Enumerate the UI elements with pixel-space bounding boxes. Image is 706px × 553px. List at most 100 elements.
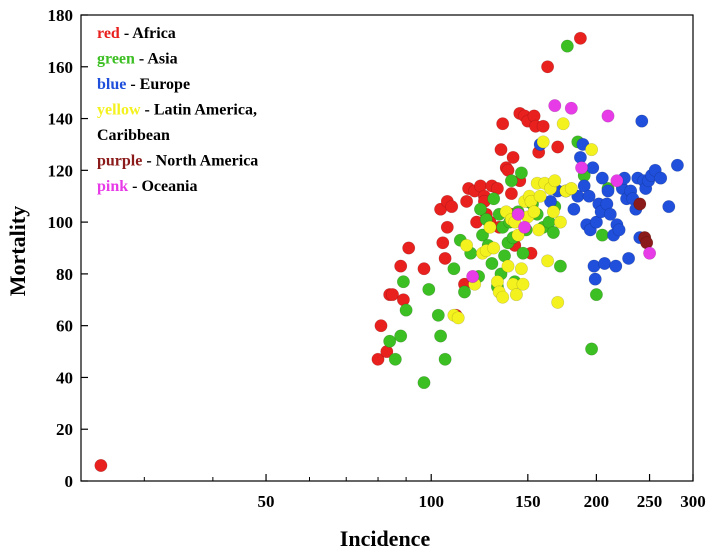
- point-europe-39: [662, 200, 676, 214]
- point-asia-1: [388, 352, 402, 366]
- point-europe-22: [612, 223, 626, 237]
- point-asia-46: [589, 288, 603, 302]
- legend-color-word-green: green: [97, 51, 135, 68]
- point-asia-42: [560, 39, 574, 53]
- point-africa-49: [573, 31, 587, 45]
- point-oceania-6: [601, 109, 615, 123]
- point-africa-18: [460, 194, 474, 208]
- legend-entry-blue: blue - Europe: [97, 76, 190, 93]
- legend: red - Africa green - Asia blue - Europe yel…: [97, 25, 258, 195]
- point-africa-36: [506, 150, 520, 164]
- x-tick-label-150: 150: [515, 492, 541, 511]
- point-latin-america-caribbean-32: [546, 205, 560, 219]
- point-africa-30: [494, 143, 508, 157]
- legend-region-green: - Asia: [135, 51, 178, 68]
- point-africa-1: [371, 352, 385, 366]
- point-latin-america-caribbean-7: [487, 241, 501, 255]
- legend-region-yellow-line2: Caribbean: [97, 127, 170, 144]
- point-oceania-3: [548, 99, 562, 113]
- point-europe-0: [567, 202, 581, 216]
- point-latin-america-caribbean-34: [551, 295, 565, 309]
- point-africa-13: [440, 220, 454, 234]
- y-tick-label-60: 60: [56, 317, 73, 336]
- y-tick-label-80: 80: [56, 265, 73, 284]
- legend-entry-red: red - Africa: [97, 25, 176, 42]
- point-latin-america-caribbean-19: [516, 277, 530, 291]
- point-europe-20: [609, 259, 623, 273]
- x-axis-title: Incidence: [340, 526, 431, 551]
- point-asia-47: [595, 228, 609, 242]
- point-oceania-0: [466, 269, 480, 283]
- x-tick-label-200: 200: [584, 492, 610, 511]
- legend-entry-yellow: yellow - Latin America,: [97, 102, 257, 119]
- point-asia-16: [475, 228, 489, 242]
- point-asia-9: [438, 352, 452, 366]
- point-asia-0: [383, 334, 397, 348]
- y-tick-label-160: 160: [48, 58, 74, 77]
- y-tick-label-40: 40: [56, 368, 73, 387]
- point-asia-32: [514, 166, 528, 180]
- point-asia-33: [516, 246, 530, 260]
- legend-color-word-red: red: [97, 25, 120, 42]
- point-africa-5: [385, 288, 399, 302]
- y-axis-title: Mortality: [5, 206, 30, 296]
- point-asia-28: [504, 174, 518, 188]
- point-latin-america-caribbean-27: [533, 189, 547, 203]
- legend-color-word-purple: purple: [97, 153, 142, 170]
- point-africa-0: [94, 458, 108, 472]
- legend-color-word-pink: pink: [97, 178, 128, 195]
- data-points: [94, 31, 684, 472]
- point-latin-america-caribbean-2: [460, 238, 474, 252]
- point-europe-40: [670, 158, 684, 172]
- point-oceania-8: [643, 246, 657, 260]
- point-africa-15: [445, 200, 459, 214]
- point-asia-4: [399, 303, 413, 317]
- point-asia-5: [417, 376, 431, 390]
- point-europe-26: [622, 251, 636, 265]
- y-tick-label-0: 0: [65, 472, 74, 491]
- legend-region-yellow: - Latin America,: [141, 102, 257, 119]
- x-tick-label-250: 250: [637, 492, 663, 511]
- point-asia-12: [457, 285, 471, 299]
- point-oceania-7: [610, 174, 624, 188]
- point-europe-32: [635, 114, 649, 128]
- point-asia-45: [585, 342, 599, 356]
- point-asia-49: [546, 226, 560, 240]
- point-europe-4: [577, 179, 591, 193]
- point-latin-america-caribbean-28: [536, 135, 550, 149]
- y-tick-label-20: 20: [56, 420, 73, 439]
- point-latin-america-caribbean-16: [509, 288, 523, 302]
- point-oceania-5: [575, 161, 589, 175]
- point-latin-america-caribbean-10: [496, 290, 510, 304]
- legend-entry-pink: pink - Oceania: [97, 178, 197, 195]
- point-north-america-0: [633, 197, 647, 211]
- point-africa-11: [436, 236, 450, 250]
- point-latin-america-caribbean-24: [527, 205, 541, 219]
- point-europe-38: [654, 171, 668, 185]
- point-oceania-2: [518, 220, 532, 234]
- legend-region-red: - Africa: [120, 25, 176, 42]
- point-africa-6: [394, 259, 408, 273]
- point-europe-8: [586, 161, 600, 175]
- legend-entry-green: green - Asia: [97, 51, 178, 68]
- point-europe-17: [601, 184, 615, 198]
- y-tick-label-140: 140: [48, 110, 74, 129]
- point-asia-10: [447, 262, 461, 276]
- legend-color-word-blue: blue: [97, 76, 126, 93]
- point-latin-america-caribbean-1: [451, 311, 465, 325]
- x-tick-label-100: 100: [418, 492, 444, 511]
- point-latin-america-caribbean-26: [532, 223, 546, 237]
- point-europe-11: [589, 215, 603, 229]
- point-europe-14: [595, 171, 609, 185]
- point-oceania-1: [511, 207, 525, 221]
- point-latin-america-caribbean-12: [501, 259, 515, 273]
- point-africa-34: [504, 187, 518, 201]
- point-asia-19: [485, 256, 499, 270]
- x-tick-label-300: 300: [680, 492, 706, 511]
- point-europe-15: [598, 256, 612, 270]
- point-latin-america-caribbean-35: [553, 215, 567, 229]
- point-europe-18: [603, 207, 617, 221]
- point-africa-31: [496, 117, 510, 131]
- point-latin-america-caribbean-33: [548, 174, 562, 188]
